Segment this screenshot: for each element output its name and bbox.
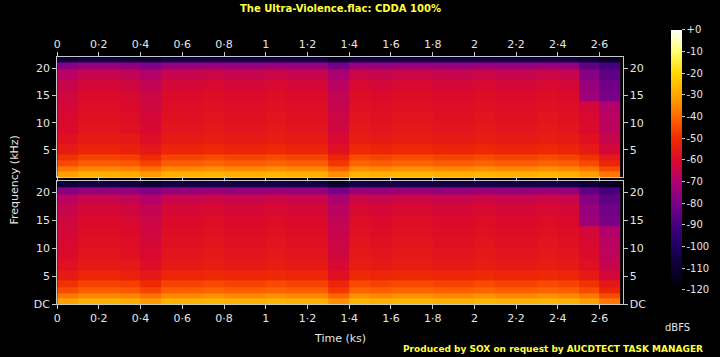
svg-text:0·2: 0·2 xyxy=(90,38,108,51)
svg-text:1·6: 1·6 xyxy=(382,312,400,325)
svg-text:20: 20 xyxy=(630,62,644,75)
svg-text:-40: -40 xyxy=(687,111,703,122)
svg-text:2: 2 xyxy=(471,38,478,51)
svg-text:-80: -80 xyxy=(687,198,703,209)
svg-text:10: 10 xyxy=(630,117,644,130)
svg-text:2·4: 2·4 xyxy=(549,38,567,51)
svg-text:-30: -30 xyxy=(687,89,703,100)
svg-text:0·8: 0·8 xyxy=(215,312,233,325)
svg-text:0·4: 0·4 xyxy=(132,312,150,325)
svg-text:5: 5 xyxy=(630,270,637,283)
svg-text:The Ultra-Violence.flac: CDDA: The Ultra-Violence.flac: CDDA 100% xyxy=(240,3,441,14)
svg-text:20: 20 xyxy=(36,62,50,75)
svg-text:dBFS: dBFS xyxy=(665,322,690,333)
svg-text:2·2: 2·2 xyxy=(507,38,525,51)
svg-text:5: 5 xyxy=(630,144,637,157)
svg-text:2·6: 2·6 xyxy=(591,312,609,325)
svg-text:-120: -120 xyxy=(687,284,710,295)
svg-text:10: 10 xyxy=(630,242,644,255)
svg-text:-110: -110 xyxy=(687,263,710,274)
svg-text:-50: -50 xyxy=(687,133,703,144)
svg-text:5: 5 xyxy=(43,270,50,283)
svg-text:1·8: 1·8 xyxy=(424,38,442,51)
svg-text:2·4: 2·4 xyxy=(549,312,567,325)
svg-text:-20: -20 xyxy=(687,68,703,79)
svg-text:1·4: 1·4 xyxy=(340,312,358,325)
svg-text:-10: -10 xyxy=(687,46,703,57)
svg-text:Frequency (kHz): Frequency (kHz) xyxy=(8,135,21,224)
svg-text:0: 0 xyxy=(54,38,61,51)
svg-text:15: 15 xyxy=(36,214,50,227)
svg-text:0·2: 0·2 xyxy=(90,312,108,325)
svg-text:+0: +0 xyxy=(687,24,702,35)
svg-text:15: 15 xyxy=(36,89,50,102)
svg-text:10: 10 xyxy=(36,117,50,130)
svg-text:0: 0 xyxy=(54,312,61,325)
svg-text:1: 1 xyxy=(262,312,269,325)
svg-text:15: 15 xyxy=(630,89,644,102)
svg-text:DC: DC xyxy=(34,298,50,311)
svg-text:Time (ks): Time (ks) xyxy=(314,332,366,345)
svg-text:10: 10 xyxy=(36,242,50,255)
svg-text:1: 1 xyxy=(262,38,269,51)
svg-text:1·8: 1·8 xyxy=(424,312,442,325)
svg-text:0·4: 0·4 xyxy=(132,38,150,51)
svg-text:Produced by SOX on request by: Produced by SOX on request by AUCDTECT T… xyxy=(403,344,703,354)
svg-text:1·2: 1·2 xyxy=(299,38,317,51)
svg-text:2·2: 2·2 xyxy=(507,312,525,325)
svg-text:2·6: 2·6 xyxy=(591,38,609,51)
svg-text:5: 5 xyxy=(43,144,50,157)
svg-text:1·4: 1·4 xyxy=(340,38,358,51)
svg-text:1·2: 1·2 xyxy=(299,312,317,325)
svg-text:-60: -60 xyxy=(687,154,703,165)
svg-text:0·6: 0·6 xyxy=(174,38,192,51)
svg-text:2: 2 xyxy=(471,312,478,325)
svg-text:0·8: 0·8 xyxy=(215,38,233,51)
svg-text:1·6: 1·6 xyxy=(382,38,400,51)
svg-text:20: 20 xyxy=(36,186,50,199)
svg-text:20: 20 xyxy=(630,186,644,199)
svg-text:-90: -90 xyxy=(687,219,703,230)
svg-text:-70: -70 xyxy=(687,176,703,187)
svg-text:-100: -100 xyxy=(687,241,710,252)
svg-text:0·6: 0·6 xyxy=(174,312,192,325)
svg-text:DC: DC xyxy=(630,298,646,311)
svg-text:15: 15 xyxy=(630,214,644,227)
